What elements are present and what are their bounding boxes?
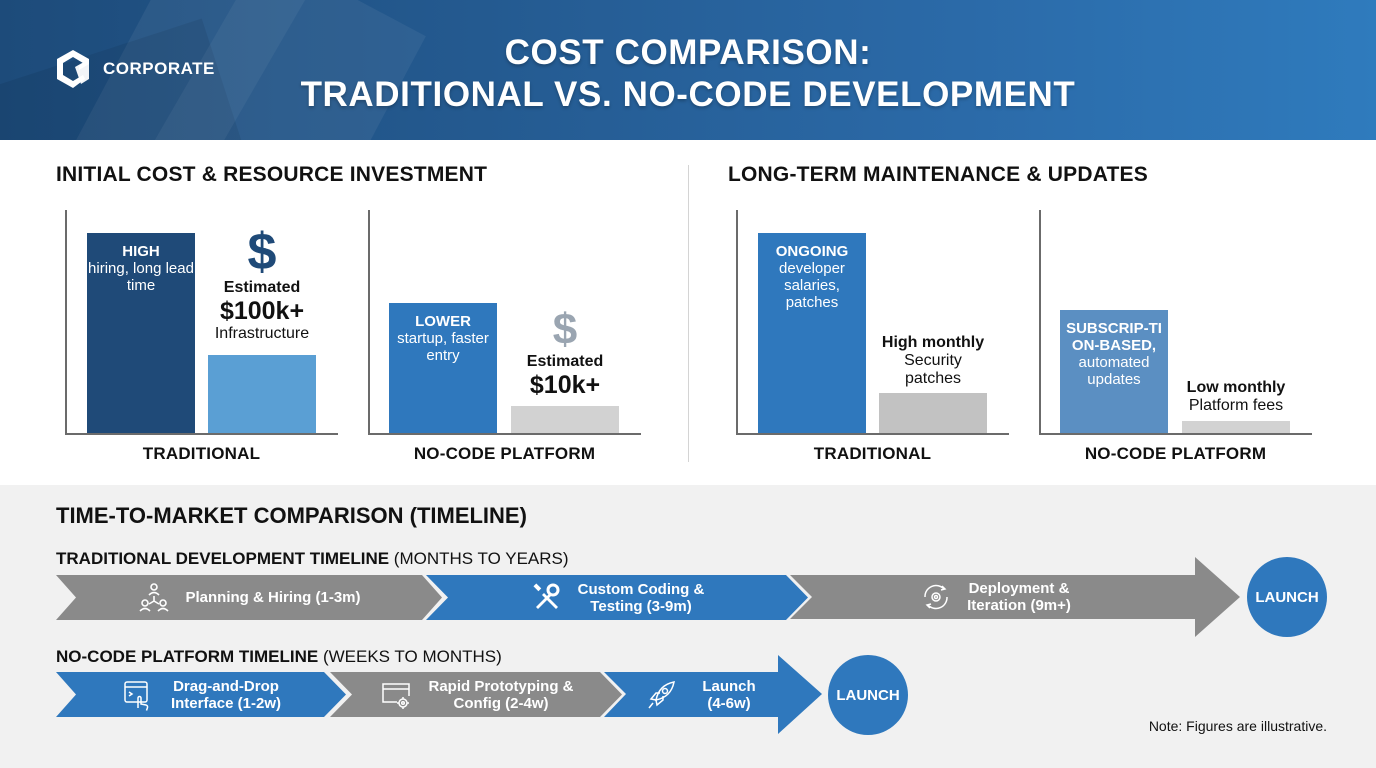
note-heading: High monthly — [881, 334, 985, 351]
y-axis — [368, 210, 370, 435]
window-gear-icon — [379, 678, 413, 712]
nocode-launch-badge: LAUNCH — [828, 655, 908, 735]
monthly-note: High monthly Security patches — [869, 334, 997, 388]
title-line-2: TRADITIONAL VS. NO-CODE DEVELOPMENT — [300, 75, 1076, 114]
y-axis — [65, 210, 67, 435]
timeline-title-bold: NO-CODE PLATFORM TIMELINE — [56, 647, 319, 666]
logo-text: CORPORATE — [103, 59, 215, 78]
bar-heading: ONGOING — [775, 243, 849, 260]
chevron-shape — [426, 575, 808, 620]
bar-monthly — [879, 393, 987, 433]
dollar-icon: $ — [552, 305, 578, 354]
bar-monthly — [1182, 421, 1290, 433]
step-label: Drag-and-Drop Interface (1-2w) — [170, 677, 282, 712]
step-label: Launch (4-6w) — [702, 678, 756, 712]
bar-heading: LOWER — [415, 313, 471, 330]
note-infrastructure: Infrastructure — [214, 325, 310, 342]
timeline-step-prototyping: Rapid Prototyping & Config (2-4w) — [330, 672, 622, 717]
note-amount: $10k+ — [529, 371, 601, 399]
timeline-step-deployment: Deployment & Iteration (9m+) — [790, 557, 1240, 637]
bar-heading: SUBSCRIP-TION-BASED, — [1066, 320, 1162, 354]
bar-body: hiring, long lead time — [88, 260, 194, 294]
arrow-shape — [790, 557, 1240, 637]
label-traditional: TRADITIONAL — [142, 444, 261, 463]
step-label: Rapid Prototyping & Config (2-4w) — [428, 677, 574, 712]
nocode-timeline-title: NO-CODE PLATFORM TIMELINE (WEEKS TO MONT… — [56, 647, 502, 667]
dollar-icon: $ — [247, 223, 277, 281]
bar-body: developer salaries, patches — [779, 260, 845, 311]
note-heading: Low monthly — [1186, 379, 1286, 396]
label-nocode: NO-CODE PLATFORM — [413, 444, 596, 463]
step-label: Planning & Hiring (1-3m) — [185, 589, 361, 606]
drag-drop-icon — [121, 678, 155, 712]
monthly-note: Low monthly Platform fees — [1172, 379, 1300, 415]
bar-subscription: SUBSCRIP-TION-BASED, automated updates — [1060, 310, 1168, 433]
y-axis — [736, 210, 738, 435]
arrow-shape — [604, 655, 822, 734]
rocket-icon — [644, 678, 678, 712]
chevron-shape — [56, 672, 346, 717]
x-axis — [368, 433, 641, 435]
footnote: Note: Figures are illustrative. — [1148, 718, 1327, 734]
note-estimated: Estimated — [223, 279, 301, 296]
step-label: Deployment & Iteration (9m+) — [967, 580, 1071, 614]
longterm-nocode-chart: SUBSCRIP-TION-BASED, automated updates L… — [1039, 210, 1312, 435]
bar-infrastructure — [208, 355, 316, 433]
logo-mark-icon — [57, 50, 89, 88]
header-banner: CORPORATE COST COMPARISON: TRADITIONAL V… — [0, 0, 1376, 140]
note-body: Platform fees — [1188, 397, 1284, 414]
label-nocode: NO-CODE PLATFORM — [1084, 444, 1267, 463]
tools-icon — [530, 581, 564, 615]
timeline-title-range: (WEEKS TO MONTHS) — [318, 647, 502, 666]
timeline-title-bold: TRADITIONAL DEVELOPMENT TIMELINE — [56, 549, 390, 568]
note-body: Security patches — [904, 352, 962, 387]
longterm-title: LONG-TERM MAINTENANCE & UPDATES — [728, 163, 1148, 186]
label-traditional: TRADITIONAL — [813, 444, 932, 463]
x-axis — [65, 433, 338, 435]
timeline-title: TIME-TO-MARKET COMPARISON (TIMELINE) — [56, 503, 527, 528]
initial-traditional-chart: HIGH hiring, long lead time $ Estimated … — [65, 210, 338, 435]
chevron-shape — [56, 575, 442, 620]
cycle-gear-icon — [919, 580, 953, 614]
timeline-step-planning: Planning & Hiring (1-3m) — [56, 575, 442, 620]
timeline-step-drag-drop: Drag-and-Drop Interface (1-2w) — [56, 672, 346, 717]
traditional-launch-badge: LAUNCH — [1247, 557, 1327, 637]
initial-cost-title: INITIAL COST & RESOURCE INVESTMENT — [56, 163, 488, 186]
section-divider — [688, 165, 689, 462]
x-axis — [1039, 433, 1312, 435]
timeline-title-range: (MONTHS TO YEARS) — [389, 549, 569, 568]
team-hierarchy-icon — [137, 581, 171, 615]
note-amount: $100k+ — [219, 297, 305, 325]
bar-heading: HIGH — [122, 243, 160, 260]
step-label: Custom Coding & Testing (3-9m) — [577, 580, 705, 615]
note-estimated: Estimated — [526, 353, 604, 370]
y-axis — [1039, 210, 1041, 435]
x-axis — [736, 433, 1009, 435]
traditional-timeline-title: TRADITIONAL DEVELOPMENT TIMELINE (MONTHS… — [56, 549, 569, 569]
infrastructure-note: $ Estimated $100k+ Infrastructure — [200, 225, 324, 343]
bar-lower-startup: LOWER startup, faster entry — [389, 303, 497, 433]
timeline-step-launch: Launch (4-6w) — [604, 655, 822, 735]
bar-body: startup, faster entry — [397, 330, 489, 364]
initial-nocode-chart: LOWER startup, faster entry $ Estimated … — [368, 210, 641, 435]
page-title: COST COMPARISON: TRADITIONAL VS. NO-CODE… — [250, 32, 1126, 116]
bar-ongoing: ONGOING developer salaries, patches — [758, 233, 866, 433]
bar-infrastructure — [511, 406, 619, 433]
longterm-traditional-chart: ONGOING developer salaries, patches High… — [736, 210, 1009, 435]
bar-high-resource: HIGH hiring, long lead time — [87, 233, 195, 433]
infrastructure-note: $ Estimated $10k+ — [503, 305, 627, 400]
bar-body: automated updates — [1078, 354, 1150, 388]
corporate-logo: CORPORATE — [55, 49, 215, 89]
timeline-step-coding: Custom Coding & Testing (3-9m) — [426, 575, 808, 620]
timeline-band — [0, 485, 1376, 768]
title-line-1: COST COMPARISON: — [504, 33, 872, 72]
